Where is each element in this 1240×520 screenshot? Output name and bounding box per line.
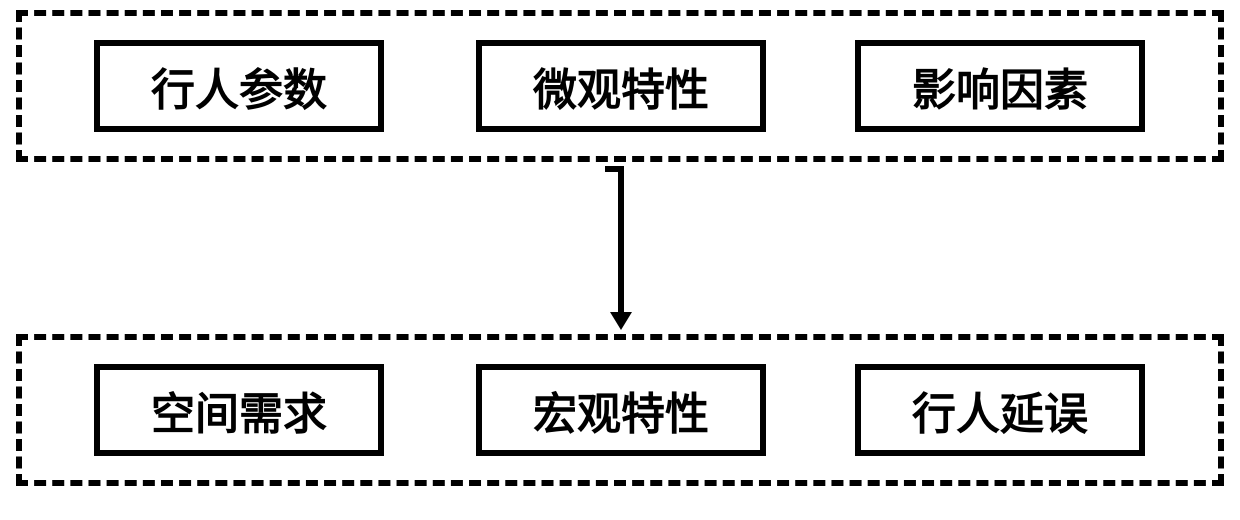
node-label: 行人参数 <box>151 54 327 118</box>
node-micro-characteristics: 微观特性 <box>476 40 766 132</box>
node-label: 影响因素 <box>912 54 1088 118</box>
node-label: 微观特性 <box>533 54 709 118</box>
arrow-head-icon <box>610 312 632 330</box>
node-label: 空间需求 <box>151 378 327 442</box>
node-macro-characteristics: 宏观特性 <box>476 364 766 456</box>
node-label: 行人延误 <box>912 378 1088 442</box>
node-label: 宏观特性 <box>533 378 709 442</box>
diagram-canvas: 行人参数 微观特性 影响因素 空间需求 宏观特性 行人延误 <box>0 0 1240 520</box>
arrow-shaft <box>618 166 624 312</box>
node-influencing-factors: 影响因素 <box>855 40 1145 132</box>
node-pedestrian-delay: 行人延误 <box>855 364 1145 456</box>
node-spatial-demand: 空间需求 <box>94 364 384 456</box>
node-pedestrian-parameters: 行人参数 <box>94 40 384 132</box>
